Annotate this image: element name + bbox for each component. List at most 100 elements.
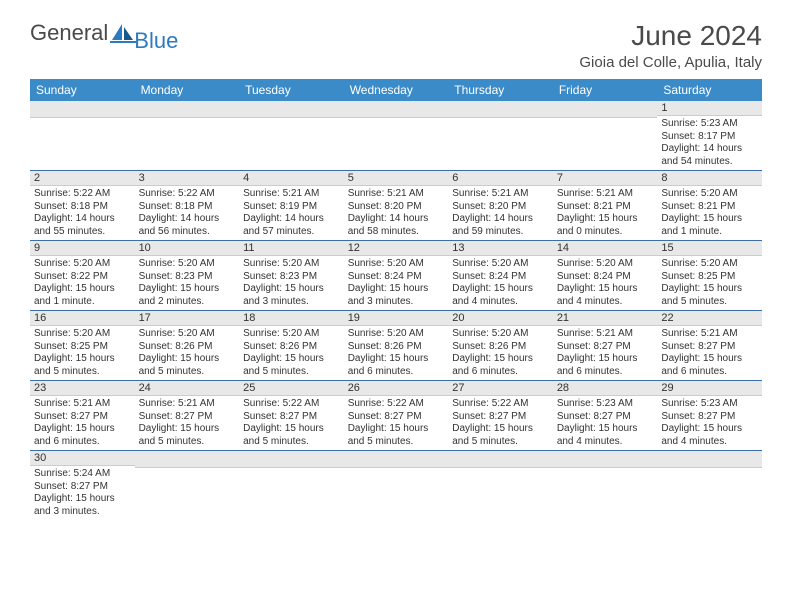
daylight-text: Daylight: 15 hours and 1 minute. bbox=[661, 213, 758, 238]
day-number: 14 bbox=[553, 241, 658, 256]
daylight-text: Daylight: 15 hours and 6 minutes. bbox=[348, 353, 445, 378]
day-content: Sunrise: 5:20 AMSunset: 8:26 PMDaylight:… bbox=[135, 326, 240, 380]
sunrise-text: Sunrise: 5:21 AM bbox=[452, 188, 549, 201]
day-number: 30 bbox=[30, 451, 135, 466]
daylight-text: Daylight: 14 hours and 57 minutes. bbox=[243, 213, 340, 238]
calendar-day-cell: 8Sunrise: 5:20 AMSunset: 8:21 PMDaylight… bbox=[657, 171, 762, 241]
calendar-day-cell: 27Sunrise: 5:22 AMSunset: 8:27 PMDayligh… bbox=[448, 381, 553, 451]
sunrise-text: Sunrise: 5:21 AM bbox=[557, 328, 654, 341]
calendar-day-cell: 16Sunrise: 5:20 AMSunset: 8:25 PMDayligh… bbox=[30, 311, 135, 381]
daylight-text: Daylight: 15 hours and 4 minutes. bbox=[661, 423, 758, 448]
daylight-text: Daylight: 15 hours and 1 minute. bbox=[34, 283, 131, 308]
day-number: 28 bbox=[553, 381, 658, 396]
daylight-text: Daylight: 14 hours and 55 minutes. bbox=[34, 213, 131, 238]
calendar-day-cell: 14Sunrise: 5:20 AMSunset: 8:24 PMDayligh… bbox=[553, 241, 658, 311]
sunrise-text: Sunrise: 5:20 AM bbox=[348, 258, 445, 271]
daylight-text: Daylight: 15 hours and 6 minutes. bbox=[452, 353, 549, 378]
daylight-text: Daylight: 14 hours and 54 minutes. bbox=[661, 143, 758, 168]
day-content: Sunrise: 5:20 AMSunset: 8:23 PMDaylight:… bbox=[239, 256, 344, 310]
day-content: Sunrise: 5:22 AMSunset: 8:27 PMDaylight:… bbox=[344, 396, 449, 450]
sunset-text: Sunset: 8:27 PM bbox=[139, 411, 236, 424]
day-number bbox=[239, 101, 344, 118]
sunrise-text: Sunrise: 5:20 AM bbox=[452, 258, 549, 271]
day-number bbox=[344, 101, 449, 118]
sunrise-text: Sunrise: 5:21 AM bbox=[661, 328, 758, 341]
calendar-table: SundayMondayTuesdayWednesdayThursdayFrid… bbox=[30, 79, 762, 520]
day-content: Sunrise: 5:23 AMSunset: 8:27 PMDaylight:… bbox=[657, 396, 762, 450]
sunset-text: Sunset: 8:24 PM bbox=[557, 271, 654, 284]
daylight-text: Daylight: 15 hours and 5 minutes. bbox=[243, 423, 340, 448]
calendar-body: 1Sunrise: 5:23 AMSunset: 8:17 PMDaylight… bbox=[30, 101, 762, 520]
day-number bbox=[135, 101, 240, 118]
sunset-text: Sunset: 8:26 PM bbox=[243, 341, 340, 354]
sunrise-text: Sunrise: 5:21 AM bbox=[557, 188, 654, 201]
sunset-text: Sunset: 8:18 PM bbox=[139, 201, 236, 214]
daylight-text: Daylight: 15 hours and 5 minutes. bbox=[243, 353, 340, 378]
sunset-text: Sunset: 8:23 PM bbox=[139, 271, 236, 284]
calendar-day-cell: 3Sunrise: 5:22 AMSunset: 8:18 PMDaylight… bbox=[135, 171, 240, 241]
sunrise-text: Sunrise: 5:20 AM bbox=[557, 258, 654, 271]
daylight-text: Daylight: 15 hours and 5 minutes. bbox=[661, 283, 758, 308]
weekday-header: Saturday bbox=[657, 79, 762, 101]
sunrise-text: Sunrise: 5:24 AM bbox=[34, 468, 131, 481]
daylight-text: Daylight: 15 hours and 6 minutes. bbox=[34, 423, 131, 448]
sunset-text: Sunset: 8:20 PM bbox=[452, 201, 549, 214]
day-number: 15 bbox=[657, 241, 762, 256]
sunrise-text: Sunrise: 5:20 AM bbox=[243, 258, 340, 271]
calendar-day-cell: 19Sunrise: 5:20 AMSunset: 8:26 PMDayligh… bbox=[344, 311, 449, 381]
daylight-text: Daylight: 15 hours and 4 minutes. bbox=[557, 423, 654, 448]
daylight-text: Daylight: 14 hours and 59 minutes. bbox=[452, 213, 549, 238]
calendar-week-row: 9Sunrise: 5:20 AMSunset: 8:22 PMDaylight… bbox=[30, 241, 762, 311]
sunset-text: Sunset: 8:17 PM bbox=[661, 131, 758, 144]
calendar-day-cell bbox=[344, 451, 449, 521]
calendar-week-row: 16Sunrise: 5:20 AMSunset: 8:25 PMDayligh… bbox=[30, 311, 762, 381]
day-number: 23 bbox=[30, 381, 135, 396]
day-number: 12 bbox=[344, 241, 449, 256]
daylight-text: Daylight: 15 hours and 3 minutes. bbox=[34, 493, 131, 518]
day-number: 22 bbox=[657, 311, 762, 326]
sunset-text: Sunset: 8:21 PM bbox=[557, 201, 654, 214]
sunrise-text: Sunrise: 5:21 AM bbox=[348, 188, 445, 201]
day-number: 19 bbox=[344, 311, 449, 326]
logo-sail-icon bbox=[110, 22, 136, 44]
sunset-text: Sunset: 8:27 PM bbox=[661, 341, 758, 354]
sunrise-text: Sunrise: 5:22 AM bbox=[34, 188, 131, 201]
calendar-week-row: 23Sunrise: 5:21 AMSunset: 8:27 PMDayligh… bbox=[30, 381, 762, 451]
day-content: Sunrise: 5:23 AMSunset: 8:27 PMDaylight:… bbox=[553, 396, 658, 450]
calendar-day-cell: 13Sunrise: 5:20 AMSunset: 8:24 PMDayligh… bbox=[448, 241, 553, 311]
day-content: Sunrise: 5:21 AMSunset: 8:27 PMDaylight:… bbox=[135, 396, 240, 450]
calendar-day-cell: 4Sunrise: 5:21 AMSunset: 8:19 PMDaylight… bbox=[239, 171, 344, 241]
day-content: Sunrise: 5:20 AMSunset: 8:23 PMDaylight:… bbox=[135, 256, 240, 310]
day-number bbox=[448, 451, 553, 468]
sunset-text: Sunset: 8:27 PM bbox=[452, 411, 549, 424]
calendar-day-cell: 25Sunrise: 5:22 AMSunset: 8:27 PMDayligh… bbox=[239, 381, 344, 451]
sunset-text: Sunset: 8:25 PM bbox=[661, 271, 758, 284]
weekday-header: Sunday bbox=[30, 79, 135, 101]
sunset-text: Sunset: 8:25 PM bbox=[34, 341, 131, 354]
sunrise-text: Sunrise: 5:20 AM bbox=[139, 258, 236, 271]
day-content: Sunrise: 5:21 AMSunset: 8:20 PMDaylight:… bbox=[344, 186, 449, 240]
logo: General Blue bbox=[30, 20, 182, 46]
daylight-text: Daylight: 15 hours and 3 minutes. bbox=[348, 283, 445, 308]
logo-text-general: General bbox=[30, 20, 108, 46]
day-number: 9 bbox=[30, 241, 135, 256]
day-number bbox=[239, 451, 344, 468]
calendar-day-cell: 9Sunrise: 5:20 AMSunset: 8:22 PMDaylight… bbox=[30, 241, 135, 311]
calendar-day-cell: 18Sunrise: 5:20 AMSunset: 8:26 PMDayligh… bbox=[239, 311, 344, 381]
day-number: 26 bbox=[344, 381, 449, 396]
day-content: Sunrise: 5:20 AMSunset: 8:24 PMDaylight:… bbox=[344, 256, 449, 310]
calendar-day-cell bbox=[239, 451, 344, 521]
day-number: 4 bbox=[239, 171, 344, 186]
daylight-text: Daylight: 15 hours and 6 minutes. bbox=[661, 353, 758, 378]
day-number: 5 bbox=[344, 171, 449, 186]
calendar-day-cell: 20Sunrise: 5:20 AMSunset: 8:26 PMDayligh… bbox=[448, 311, 553, 381]
day-content: Sunrise: 5:20 AMSunset: 8:26 PMDaylight:… bbox=[239, 326, 344, 380]
calendar-day-cell: 29Sunrise: 5:23 AMSunset: 8:27 PMDayligh… bbox=[657, 381, 762, 451]
sunset-text: Sunset: 8:27 PM bbox=[661, 411, 758, 424]
day-content: Sunrise: 5:21 AMSunset: 8:27 PMDaylight:… bbox=[657, 326, 762, 380]
day-content: Sunrise: 5:21 AMSunset: 8:19 PMDaylight:… bbox=[239, 186, 344, 240]
day-content: Sunrise: 5:22 AMSunset: 8:18 PMDaylight:… bbox=[135, 186, 240, 240]
day-content bbox=[135, 118, 240, 168]
title-block: June 2024 Gioia del Colle, Apulia, Italy bbox=[579, 20, 762, 71]
calendar-day-cell: 24Sunrise: 5:21 AMSunset: 8:27 PMDayligh… bbox=[135, 381, 240, 451]
